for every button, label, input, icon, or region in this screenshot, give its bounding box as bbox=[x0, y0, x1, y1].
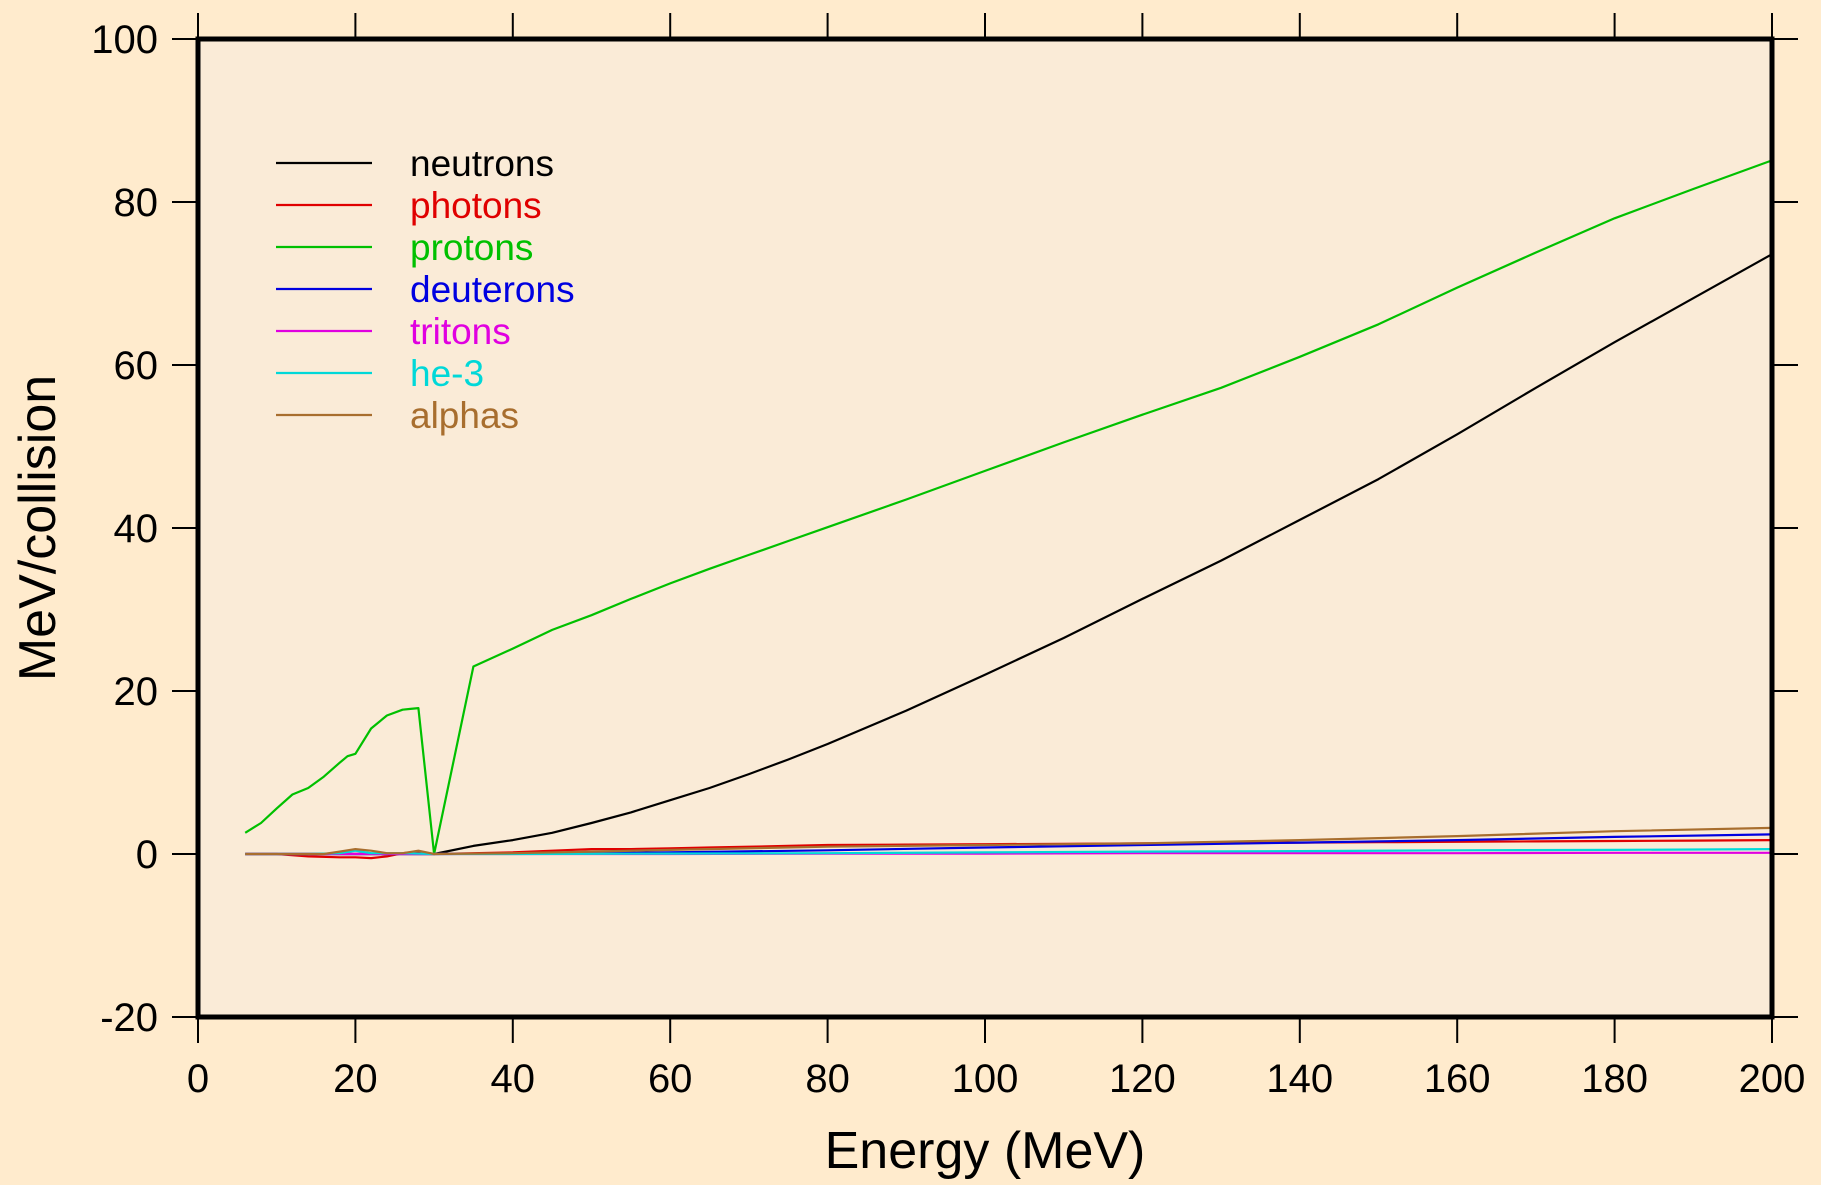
series-layer bbox=[244, 159, 1773, 860]
x-tick-label: 60 bbox=[648, 1057, 693, 1101]
x-tick-label: 0 bbox=[187, 1057, 209, 1101]
x-tick-label: 40 bbox=[491, 1057, 536, 1101]
plot-frame bbox=[195, 36, 1775, 1020]
legend-item-alphas: alphas bbox=[276, 395, 519, 436]
series-line-alphas bbox=[245, 826, 1773, 856]
y-tick-label: 20 bbox=[114, 670, 159, 714]
legend-label: he-3 bbox=[410, 353, 484, 394]
x-tick-label: 180 bbox=[1581, 1057, 1648, 1101]
legend-label: neutrons bbox=[410, 143, 554, 184]
legend-label: deuterons bbox=[410, 269, 575, 310]
x-axis-title: Energy (MeV) bbox=[825, 1122, 1146, 1180]
y-tick-label: -20 bbox=[100, 996, 158, 1040]
legend-item-photons: photons bbox=[276, 185, 542, 226]
series-line-protons bbox=[244, 159, 1773, 856]
legend-item-protons: protons bbox=[276, 227, 533, 268]
x-tick-label: 100 bbox=[952, 1057, 1019, 1101]
ticks-layer: 0 20 40 60 80 100 120 140 160 180 200 -20 0 20 40 60 80 1… bbox=[91, 13, 1805, 1101]
x-tick-label: 160 bbox=[1424, 1057, 1491, 1101]
legend-item-he-3: he-3 bbox=[276, 353, 484, 394]
x-tick-label: 200 bbox=[1739, 1057, 1806, 1101]
y-axis-title: MeV/collision bbox=[9, 375, 67, 681]
y-tick-label: 60 bbox=[114, 344, 159, 388]
y-tick-label: 40 bbox=[114, 507, 159, 551]
y-tick-label: 100 bbox=[91, 18, 158, 62]
legend-label: photons bbox=[410, 185, 542, 226]
legend: neutronsphotonsprotonsdeuteronstritonshe… bbox=[276, 143, 575, 436]
y-tick-label: 80 bbox=[114, 181, 159, 225]
x-tick-label: 120 bbox=[1109, 1057, 1176, 1101]
legend-label: protons bbox=[410, 227, 533, 268]
legend-label: alphas bbox=[410, 395, 519, 436]
y-tick-label: 0 bbox=[136, 833, 158, 877]
legend-item-deuterons: deuterons bbox=[276, 269, 575, 310]
legend-item-tritons: tritons bbox=[276, 311, 511, 352]
legend-item-neutrons: neutrons bbox=[276, 143, 554, 184]
x-tick-label: 140 bbox=[1266, 1057, 1333, 1101]
x-tick-label: 20 bbox=[333, 1057, 378, 1101]
x-tick-label: 80 bbox=[805, 1057, 850, 1101]
legend-label: tritons bbox=[410, 311, 511, 352]
